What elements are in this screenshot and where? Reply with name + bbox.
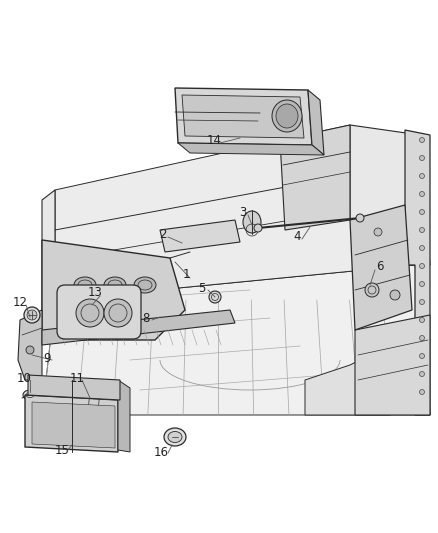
Ellipse shape <box>365 283 379 297</box>
Ellipse shape <box>104 277 126 293</box>
Text: 1: 1 <box>182 269 190 281</box>
Ellipse shape <box>74 277 96 293</box>
Ellipse shape <box>164 428 186 446</box>
Polygon shape <box>160 220 240 252</box>
Ellipse shape <box>420 209 424 214</box>
Ellipse shape <box>374 228 382 236</box>
Text: 13: 13 <box>88 287 102 300</box>
Text: 16: 16 <box>153 447 169 459</box>
Text: 3: 3 <box>239 206 247 220</box>
Ellipse shape <box>168 432 182 442</box>
Polygon shape <box>175 88 312 145</box>
Polygon shape <box>32 402 115 448</box>
Polygon shape <box>355 315 430 415</box>
Text: 2: 2 <box>159 228 167 240</box>
Ellipse shape <box>24 307 40 323</box>
Polygon shape <box>42 310 235 345</box>
Polygon shape <box>308 90 324 155</box>
Text: 8: 8 <box>142 311 150 325</box>
Text: 9: 9 <box>43 351 51 365</box>
Ellipse shape <box>420 318 424 322</box>
Ellipse shape <box>104 299 132 327</box>
Text: 10: 10 <box>17 372 32 384</box>
Ellipse shape <box>420 300 424 304</box>
Ellipse shape <box>420 228 424 232</box>
Polygon shape <box>28 375 120 400</box>
Ellipse shape <box>356 214 364 222</box>
Polygon shape <box>182 95 304 138</box>
Ellipse shape <box>254 224 262 232</box>
Ellipse shape <box>23 390 37 400</box>
Ellipse shape <box>420 138 424 142</box>
Polygon shape <box>305 350 390 415</box>
Ellipse shape <box>420 281 424 287</box>
Ellipse shape <box>420 246 424 251</box>
Ellipse shape <box>420 372 424 376</box>
Text: 12: 12 <box>13 295 28 309</box>
Text: 4: 4 <box>293 230 301 244</box>
Text: 5: 5 <box>198 281 206 295</box>
Ellipse shape <box>420 335 424 341</box>
Text: 6: 6 <box>376 261 384 273</box>
Ellipse shape <box>26 346 34 354</box>
Ellipse shape <box>420 191 424 197</box>
Text: 14: 14 <box>206 134 222 148</box>
Ellipse shape <box>390 290 400 300</box>
Polygon shape <box>118 380 130 452</box>
Ellipse shape <box>420 263 424 269</box>
Ellipse shape <box>420 390 424 394</box>
Polygon shape <box>405 130 430 415</box>
Ellipse shape <box>272 100 302 132</box>
Polygon shape <box>350 205 412 330</box>
Ellipse shape <box>27 310 37 320</box>
Polygon shape <box>280 125 350 230</box>
Ellipse shape <box>420 353 424 359</box>
Polygon shape <box>42 240 185 340</box>
Polygon shape <box>55 125 415 300</box>
Polygon shape <box>18 310 42 380</box>
Ellipse shape <box>243 211 261 233</box>
Ellipse shape <box>209 291 221 303</box>
Polygon shape <box>350 125 430 265</box>
Ellipse shape <box>276 104 298 128</box>
Text: 11: 11 <box>70 372 85 384</box>
Polygon shape <box>178 143 324 155</box>
Text: 15: 15 <box>55 445 70 457</box>
Ellipse shape <box>420 174 424 179</box>
FancyBboxPatch shape <box>62 384 126 418</box>
Polygon shape <box>42 265 430 415</box>
Polygon shape <box>25 395 118 452</box>
Ellipse shape <box>76 299 104 327</box>
Ellipse shape <box>134 277 156 293</box>
FancyBboxPatch shape <box>57 285 141 339</box>
Ellipse shape <box>420 156 424 160</box>
Polygon shape <box>42 190 55 310</box>
